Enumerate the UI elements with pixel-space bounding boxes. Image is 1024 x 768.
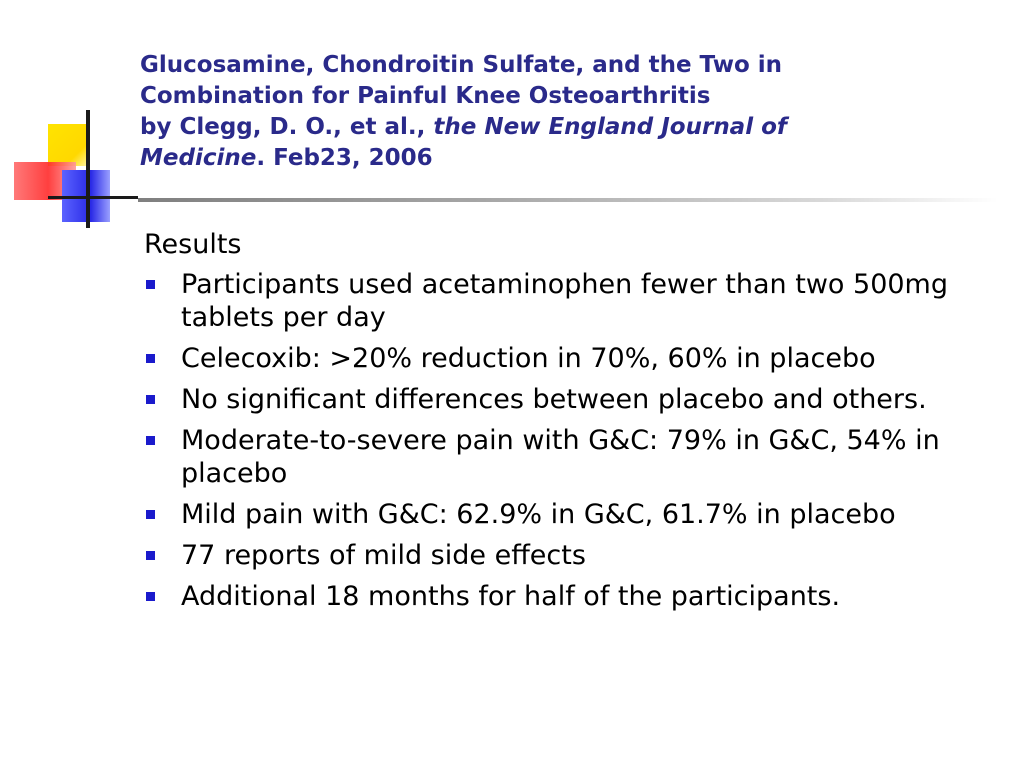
list-item-text: 77 reports of mild side effects bbox=[181, 540, 586, 571]
list-item-text: No significant differences between place… bbox=[181, 384, 927, 415]
title-authors: by Clegg, D. O., et al., bbox=[140, 114, 434, 140]
list-item-text: Participants used acetaminophen fewer th… bbox=[181, 269, 948, 333]
title-line-3: by Clegg, D. O., et al., the New England… bbox=[140, 112, 900, 143]
title-line-4: Medicine. Feb23, 2006 bbox=[140, 143, 900, 174]
title-divider bbox=[138, 198, 998, 202]
list-item-text: Moderate-to-severe pain with G&C: 79% in… bbox=[181, 425, 940, 489]
list-item-text: Mild pain with G&C: 62.9% in G&C, 61.7% … bbox=[181, 499, 896, 530]
list-item: Celecoxib: >20% reduction in 70%, 60% in… bbox=[144, 342, 1004, 375]
title-journal-part-1: the New England Journal of bbox=[433, 114, 787, 140]
square-bullet-icon bbox=[146, 592, 155, 601]
list-item-text: Additional 18 months for half of the par… bbox=[181, 581, 841, 612]
square-bullet-icon bbox=[146, 280, 155, 289]
list-item: Moderate-to-severe pain with G&C: 79% in… bbox=[144, 424, 1004, 490]
title-line-1: Glucosamine, Chondroitin Sulfate, and th… bbox=[140, 52, 783, 78]
horizontal-line-decoration bbox=[48, 196, 138, 199]
decorative-logo bbox=[0, 0, 140, 240]
vertical-line-decoration bbox=[86, 110, 90, 228]
title-date: . Feb23, 2006 bbox=[256, 145, 433, 171]
title-journal-part-2: Medicine bbox=[140, 145, 257, 171]
list-item-text: Celecoxib: >20% reduction in 70%, 60% in… bbox=[181, 343, 876, 374]
list-item: Mild pain with G&C: 62.9% in G&C, 61.7% … bbox=[144, 498, 1004, 531]
yellow-square-decoration bbox=[48, 124, 90, 166]
list-item: Participants used acetaminophen fewer th… bbox=[144, 268, 1004, 334]
list-item: Additional 18 months for half of the par… bbox=[144, 580, 1004, 613]
square-bullet-icon bbox=[146, 436, 155, 445]
list-item: No significant differences between place… bbox=[144, 383, 1004, 416]
square-bullet-icon bbox=[146, 510, 155, 519]
slide-content: Results Participants used acetaminophen … bbox=[144, 228, 1004, 621]
square-bullet-icon bbox=[146, 551, 155, 560]
slide-title: Glucosamine, Chondroitin Sulfate, and th… bbox=[140, 50, 900, 174]
results-list: Participants used acetaminophen fewer th… bbox=[144, 268, 1004, 613]
square-bullet-icon bbox=[146, 354, 155, 363]
results-heading: Results bbox=[144, 229, 242, 260]
title-line-2: Combination for Painful Knee Osteoarthri… bbox=[140, 83, 711, 109]
list-item: 77 reports of mild side effects bbox=[144, 539, 1004, 572]
square-bullet-icon bbox=[146, 395, 155, 404]
